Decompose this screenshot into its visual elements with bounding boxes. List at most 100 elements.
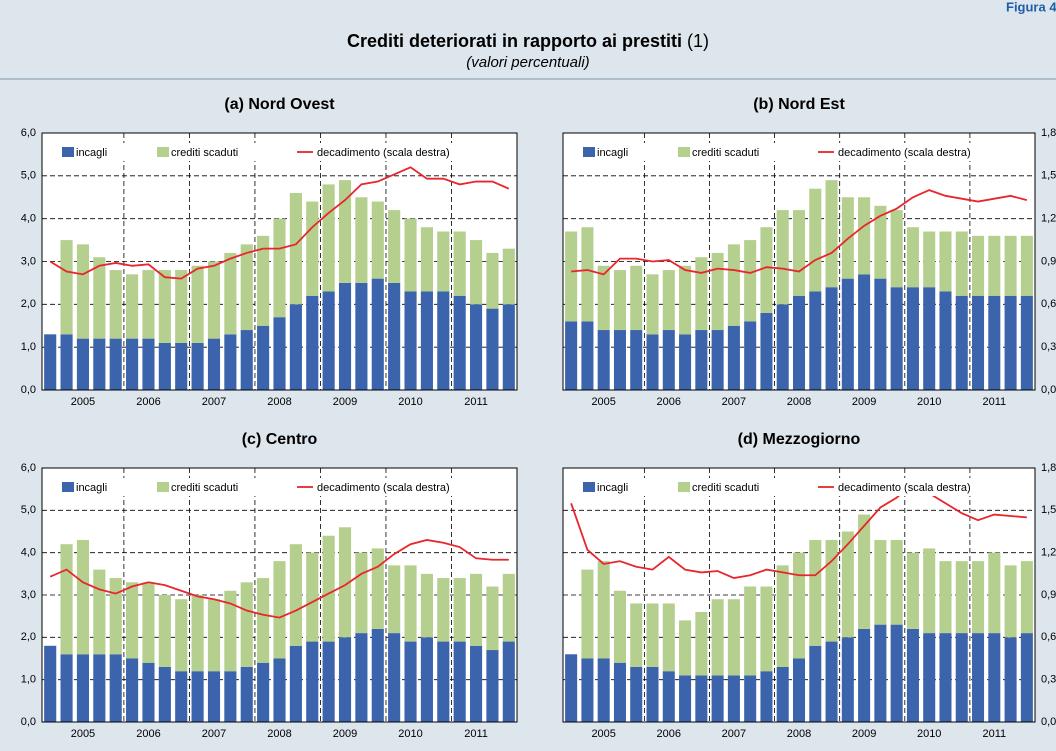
y-tick-label: 1,0 xyxy=(21,674,36,686)
line xyxy=(571,189,1028,276)
legend-swatch xyxy=(157,147,169,157)
bar xyxy=(890,287,903,390)
x-tick-label: 2008 xyxy=(267,396,291,408)
legend-swatch xyxy=(678,147,690,157)
bar xyxy=(727,599,740,676)
bar xyxy=(420,291,433,390)
x-tick-label: 2007 xyxy=(202,396,226,408)
bar xyxy=(597,561,610,659)
bar xyxy=(273,561,286,659)
bar xyxy=(273,317,286,390)
bar xyxy=(890,210,903,288)
bar xyxy=(486,650,499,722)
bar xyxy=(939,633,952,722)
bar xyxy=(338,637,352,722)
legend-swatch xyxy=(62,482,74,492)
bar xyxy=(1020,633,1033,722)
bar xyxy=(906,287,919,390)
legend-label: incagli xyxy=(597,482,628,494)
bar xyxy=(923,633,936,722)
bar xyxy=(142,338,155,390)
bar xyxy=(1020,235,1033,296)
x-tick-label: 2010 xyxy=(917,396,941,408)
legend-swatch xyxy=(62,147,74,157)
y2-tick-label: 0,0 xyxy=(1041,716,1056,728)
bar xyxy=(809,188,822,292)
y2-tick-label: 1,2 xyxy=(1041,213,1056,225)
bar xyxy=(338,180,352,283)
bar xyxy=(906,227,919,288)
bar xyxy=(306,552,319,642)
bar xyxy=(142,582,155,663)
bar xyxy=(158,342,171,390)
bar xyxy=(388,210,401,283)
y2-tick-label: 0,0 xyxy=(1041,384,1056,396)
bar xyxy=(695,611,708,676)
y-tick-label: 6,0 xyxy=(21,462,36,474)
x-tick-label: 2011 xyxy=(982,728,1006,740)
bar xyxy=(874,205,887,279)
bar xyxy=(939,561,952,634)
bar xyxy=(662,270,675,331)
bar xyxy=(792,552,806,659)
bar xyxy=(322,641,335,722)
x-tick-label: 2010 xyxy=(398,728,422,740)
bar xyxy=(727,244,740,326)
bar xyxy=(207,671,221,722)
bar xyxy=(565,654,578,722)
bar xyxy=(175,270,188,343)
bar xyxy=(858,628,871,722)
bar xyxy=(1004,235,1017,296)
bar xyxy=(646,603,659,667)
panel-title: (b) Nord Est xyxy=(753,96,845,113)
y2-tick-label: 1,5 xyxy=(1041,170,1056,182)
bar xyxy=(630,330,643,390)
bar xyxy=(613,662,626,722)
bar xyxy=(1004,565,1017,638)
bar xyxy=(809,539,822,646)
bar xyxy=(776,565,789,667)
x-tick-label: 2009 xyxy=(852,396,876,408)
legend-swatch xyxy=(678,482,690,492)
bar xyxy=(126,274,139,339)
bar xyxy=(388,633,401,722)
bar xyxy=(322,184,335,292)
bar xyxy=(972,633,985,722)
legend-label: decadimento (scala destra) xyxy=(317,482,450,494)
x-tick-label: 2009 xyxy=(333,728,357,740)
bar xyxy=(679,620,692,676)
bar xyxy=(646,334,659,390)
bar xyxy=(191,595,204,672)
y2-tick-label: 1,8 xyxy=(1041,127,1056,139)
bar xyxy=(695,675,708,722)
bar xyxy=(597,658,610,722)
bar xyxy=(240,244,253,331)
bar xyxy=(776,210,789,305)
bar xyxy=(453,641,466,722)
legend-label: incagli xyxy=(597,147,628,159)
x-tick-label: 2011 xyxy=(464,396,488,408)
bar xyxy=(858,197,871,275)
bar xyxy=(306,295,319,390)
bar xyxy=(776,666,789,722)
figure-label: Figura 4. xyxy=(1006,0,1056,14)
bar xyxy=(1004,637,1017,722)
bar xyxy=(289,192,302,305)
bar xyxy=(955,561,968,634)
bar xyxy=(646,666,659,722)
bar xyxy=(420,573,433,638)
bar xyxy=(613,270,626,331)
bar xyxy=(126,338,139,390)
bar xyxy=(679,265,692,335)
bar xyxy=(874,539,887,625)
bar xyxy=(224,334,237,390)
bar xyxy=(158,595,171,667)
bar xyxy=(338,527,352,638)
line xyxy=(570,482,1027,579)
y2-tick-label: 0,9 xyxy=(1041,589,1056,601)
bar xyxy=(469,573,483,646)
bar xyxy=(923,231,936,288)
figure-title: Crediti deteriorati in rapporto ai prest… xyxy=(347,31,709,51)
bar xyxy=(306,641,319,722)
bar xyxy=(486,252,499,309)
